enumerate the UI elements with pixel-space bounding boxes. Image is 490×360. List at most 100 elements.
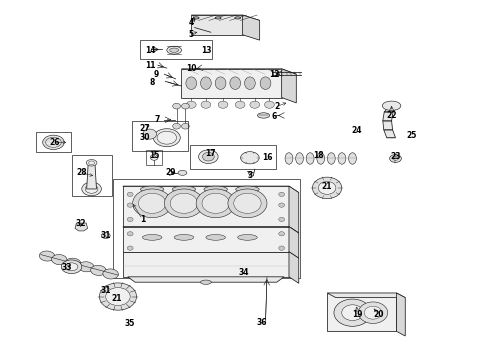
Ellipse shape <box>51 255 67 265</box>
Text: 14: 14 <box>146 46 156 55</box>
Bar <box>132 121 188 150</box>
Polygon shape <box>384 130 395 138</box>
Polygon shape <box>327 293 396 331</box>
Ellipse shape <box>82 182 101 196</box>
Circle shape <box>318 181 336 194</box>
Ellipse shape <box>78 262 94 272</box>
Bar <box>140 40 212 59</box>
Ellipse shape <box>65 258 81 268</box>
Circle shape <box>181 103 189 109</box>
Ellipse shape <box>260 77 271 89</box>
Polygon shape <box>87 164 97 189</box>
Text: 6: 6 <box>271 112 277 121</box>
Circle shape <box>228 189 267 218</box>
Circle shape <box>364 306 382 319</box>
Ellipse shape <box>193 17 199 19</box>
Ellipse shape <box>306 153 314 164</box>
Ellipse shape <box>338 153 346 164</box>
Ellipse shape <box>390 154 401 162</box>
Circle shape <box>234 193 261 213</box>
Polygon shape <box>123 252 289 277</box>
Ellipse shape <box>238 234 257 240</box>
Ellipse shape <box>186 77 196 89</box>
Polygon shape <box>123 226 299 233</box>
Ellipse shape <box>392 157 398 160</box>
Circle shape <box>201 101 211 108</box>
Ellipse shape <box>215 77 226 89</box>
Ellipse shape <box>172 186 196 193</box>
Polygon shape <box>191 15 260 21</box>
Polygon shape <box>327 293 405 298</box>
Text: 31: 31 <box>100 231 111 240</box>
Text: 28: 28 <box>76 168 87 177</box>
Ellipse shape <box>89 161 95 165</box>
Circle shape <box>279 217 285 222</box>
Circle shape <box>133 189 172 218</box>
Ellipse shape <box>141 186 164 193</box>
Ellipse shape <box>200 280 211 284</box>
Ellipse shape <box>101 233 110 238</box>
Circle shape <box>127 246 133 250</box>
Ellipse shape <box>153 129 180 147</box>
Ellipse shape <box>295 153 303 164</box>
Ellipse shape <box>200 77 211 89</box>
Polygon shape <box>75 223 88 231</box>
Text: 16: 16 <box>262 153 272 162</box>
Polygon shape <box>191 15 243 35</box>
Ellipse shape <box>170 48 178 52</box>
Text: 9: 9 <box>153 71 159 80</box>
Circle shape <box>139 193 166 213</box>
Polygon shape <box>123 186 299 193</box>
Polygon shape <box>181 69 282 98</box>
Circle shape <box>358 302 388 323</box>
Ellipse shape <box>65 263 78 271</box>
Text: 2: 2 <box>274 102 279 111</box>
Ellipse shape <box>348 153 356 164</box>
Text: 15: 15 <box>149 151 160 160</box>
Text: 30: 30 <box>140 133 150 142</box>
Circle shape <box>143 129 157 139</box>
Text: 7: 7 <box>154 115 160 124</box>
Ellipse shape <box>285 153 293 164</box>
Polygon shape <box>181 69 296 74</box>
Circle shape <box>106 288 130 306</box>
Circle shape <box>172 103 180 109</box>
Ellipse shape <box>327 153 335 164</box>
Ellipse shape <box>241 152 259 164</box>
Text: 24: 24 <box>351 126 362 135</box>
Ellipse shape <box>150 154 158 160</box>
Circle shape <box>334 299 371 326</box>
Ellipse shape <box>317 153 325 164</box>
Ellipse shape <box>236 186 259 193</box>
Bar <box>113 179 300 278</box>
Circle shape <box>164 189 203 218</box>
Circle shape <box>196 189 235 218</box>
Text: 21: 21 <box>112 294 122 303</box>
Ellipse shape <box>43 135 64 149</box>
Circle shape <box>202 193 229 213</box>
Text: 11: 11 <box>146 61 156 70</box>
Polygon shape <box>289 226 299 258</box>
Circle shape <box>172 123 180 129</box>
Polygon shape <box>289 186 299 233</box>
Text: 22: 22 <box>386 111 397 120</box>
Polygon shape <box>123 186 289 226</box>
Text: 32: 32 <box>75 219 86 228</box>
Text: 8: 8 <box>149 78 155 87</box>
Ellipse shape <box>174 234 194 240</box>
Circle shape <box>237 266 253 277</box>
Text: 17: 17 <box>205 149 216 158</box>
Circle shape <box>279 192 285 197</box>
Circle shape <box>127 192 133 197</box>
Circle shape <box>127 217 133 222</box>
Circle shape <box>186 101 196 108</box>
Text: 21: 21 <box>322 182 332 191</box>
Ellipse shape <box>61 260 82 274</box>
Circle shape <box>313 177 342 199</box>
Circle shape <box>279 203 285 207</box>
Bar <box>72 155 112 196</box>
Ellipse shape <box>198 150 218 163</box>
Ellipse shape <box>86 159 97 166</box>
Ellipse shape <box>167 46 181 54</box>
Polygon shape <box>282 69 296 103</box>
